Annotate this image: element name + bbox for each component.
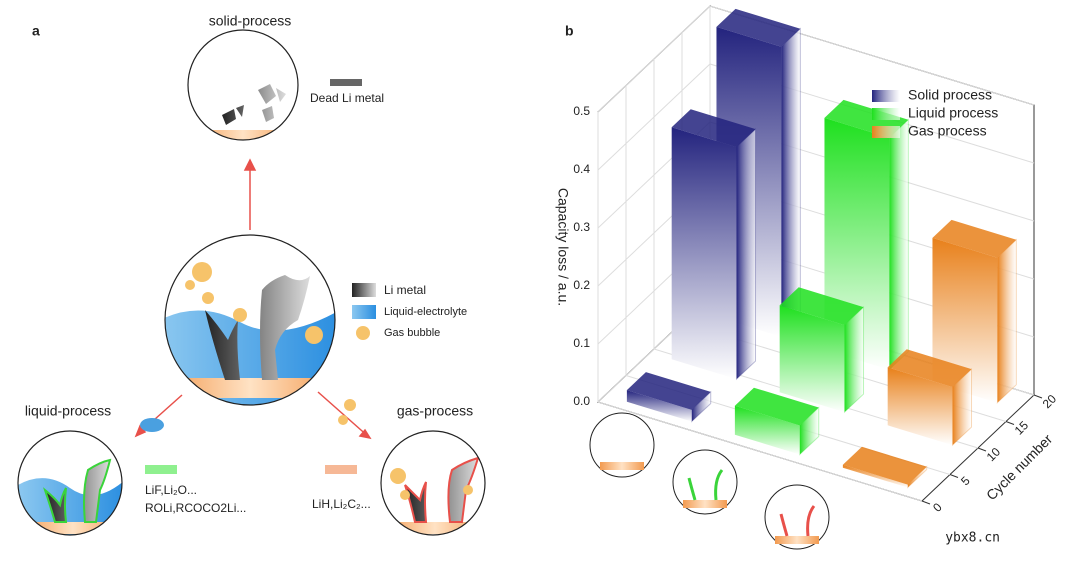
panel-label: a (32, 23, 40, 39)
bar (626, 372, 712, 423)
dead-li-label: Dead Li metal (310, 91, 384, 105)
z-axis-label: Capacity loss / a.u. (555, 188, 571, 306)
panel-label: b (565, 23, 574, 39)
grid-line (625, 85, 951, 475)
bubble (344, 399, 356, 411)
grid-line (653, 59, 979, 449)
dead-li-swatch (330, 79, 362, 86)
sei-label: LiH,Li₂C₂... (312, 497, 371, 511)
z-tick-label: 0.0 (573, 394, 590, 408)
gas-circle (380, 430, 486, 536)
liquid-sei-swatch (145, 465, 177, 474)
bar (842, 446, 928, 489)
gas-title: gas-process (397, 403, 473, 419)
solid-title: solid-process (209, 13, 291, 29)
gas-circle-art (381, 456, 485, 534)
bubble (338, 415, 348, 425)
liquid-title: liquid-process (25, 403, 111, 419)
z-tick-label: 0.1 (573, 336, 590, 350)
solid-circle (187, 29, 299, 141)
legend-label: Gas bubble (384, 327, 440, 339)
y-tick-label: 15 (1012, 418, 1032, 438)
bar (887, 349, 973, 447)
sei-label: LiF,Li₂O... (145, 483, 197, 497)
y-tick (977, 447, 987, 452)
bar (734, 387, 820, 456)
bar (671, 109, 757, 381)
bar (779, 287, 865, 414)
legend-label: Solid process (908, 87, 992, 103)
y-tick-label: 20 (1040, 392, 1060, 412)
legend-swatch (872, 108, 900, 120)
small-circles (589, 412, 830, 550)
y-tick-label: 10 (984, 445, 1004, 465)
center-circle-art (165, 262, 335, 405)
y-tick-label: 5 (958, 473, 973, 488)
y-tick-label: 0 (930, 500, 945, 515)
li-metal-swatch (352, 283, 376, 297)
y-tick (1005, 421, 1015, 425)
legend-label: Gas process (908, 123, 987, 139)
z-tick-label: 0.4 (573, 162, 590, 176)
y-axis-label: Cycle number (983, 431, 1056, 504)
sei-label: ROLi,RCOCO2Li... (145, 501, 246, 515)
z-tick-label: 0.2 (573, 278, 590, 292)
gas-sei-swatch (325, 465, 357, 474)
watermark: ybx8.cn (945, 531, 1000, 546)
electrolyte-swatch (352, 305, 376, 319)
liquid-circle-art (18, 458, 122, 535)
z-tick-label: 0.5 (573, 104, 590, 118)
y-tick (1033, 394, 1043, 399)
y-tick (921, 500, 931, 505)
legend-swatch (872, 90, 900, 102)
legend-label: Liquid process (908, 105, 998, 121)
legend-label: Li metal (384, 283, 426, 297)
y-tick (949, 474, 959, 478)
center-circle (164, 234, 336, 406)
bubble-swatch (356, 326, 370, 340)
drop (140, 418, 164, 432)
z-tick-label: 0.3 (573, 220, 590, 234)
legend-swatch (872, 126, 900, 138)
bar (932, 219, 1017, 404)
liquid-circle (17, 430, 123, 536)
solid-circle-art (188, 84, 298, 140)
chart-3d: 0.0 0.1 0.2 0.3 0.4 0.5 05 10 15 20 Capacity loss … (555, 4, 1060, 515)
grid-line (597, 112, 923, 502)
legend-label: Liquid-electrolyte (384, 306, 467, 318)
